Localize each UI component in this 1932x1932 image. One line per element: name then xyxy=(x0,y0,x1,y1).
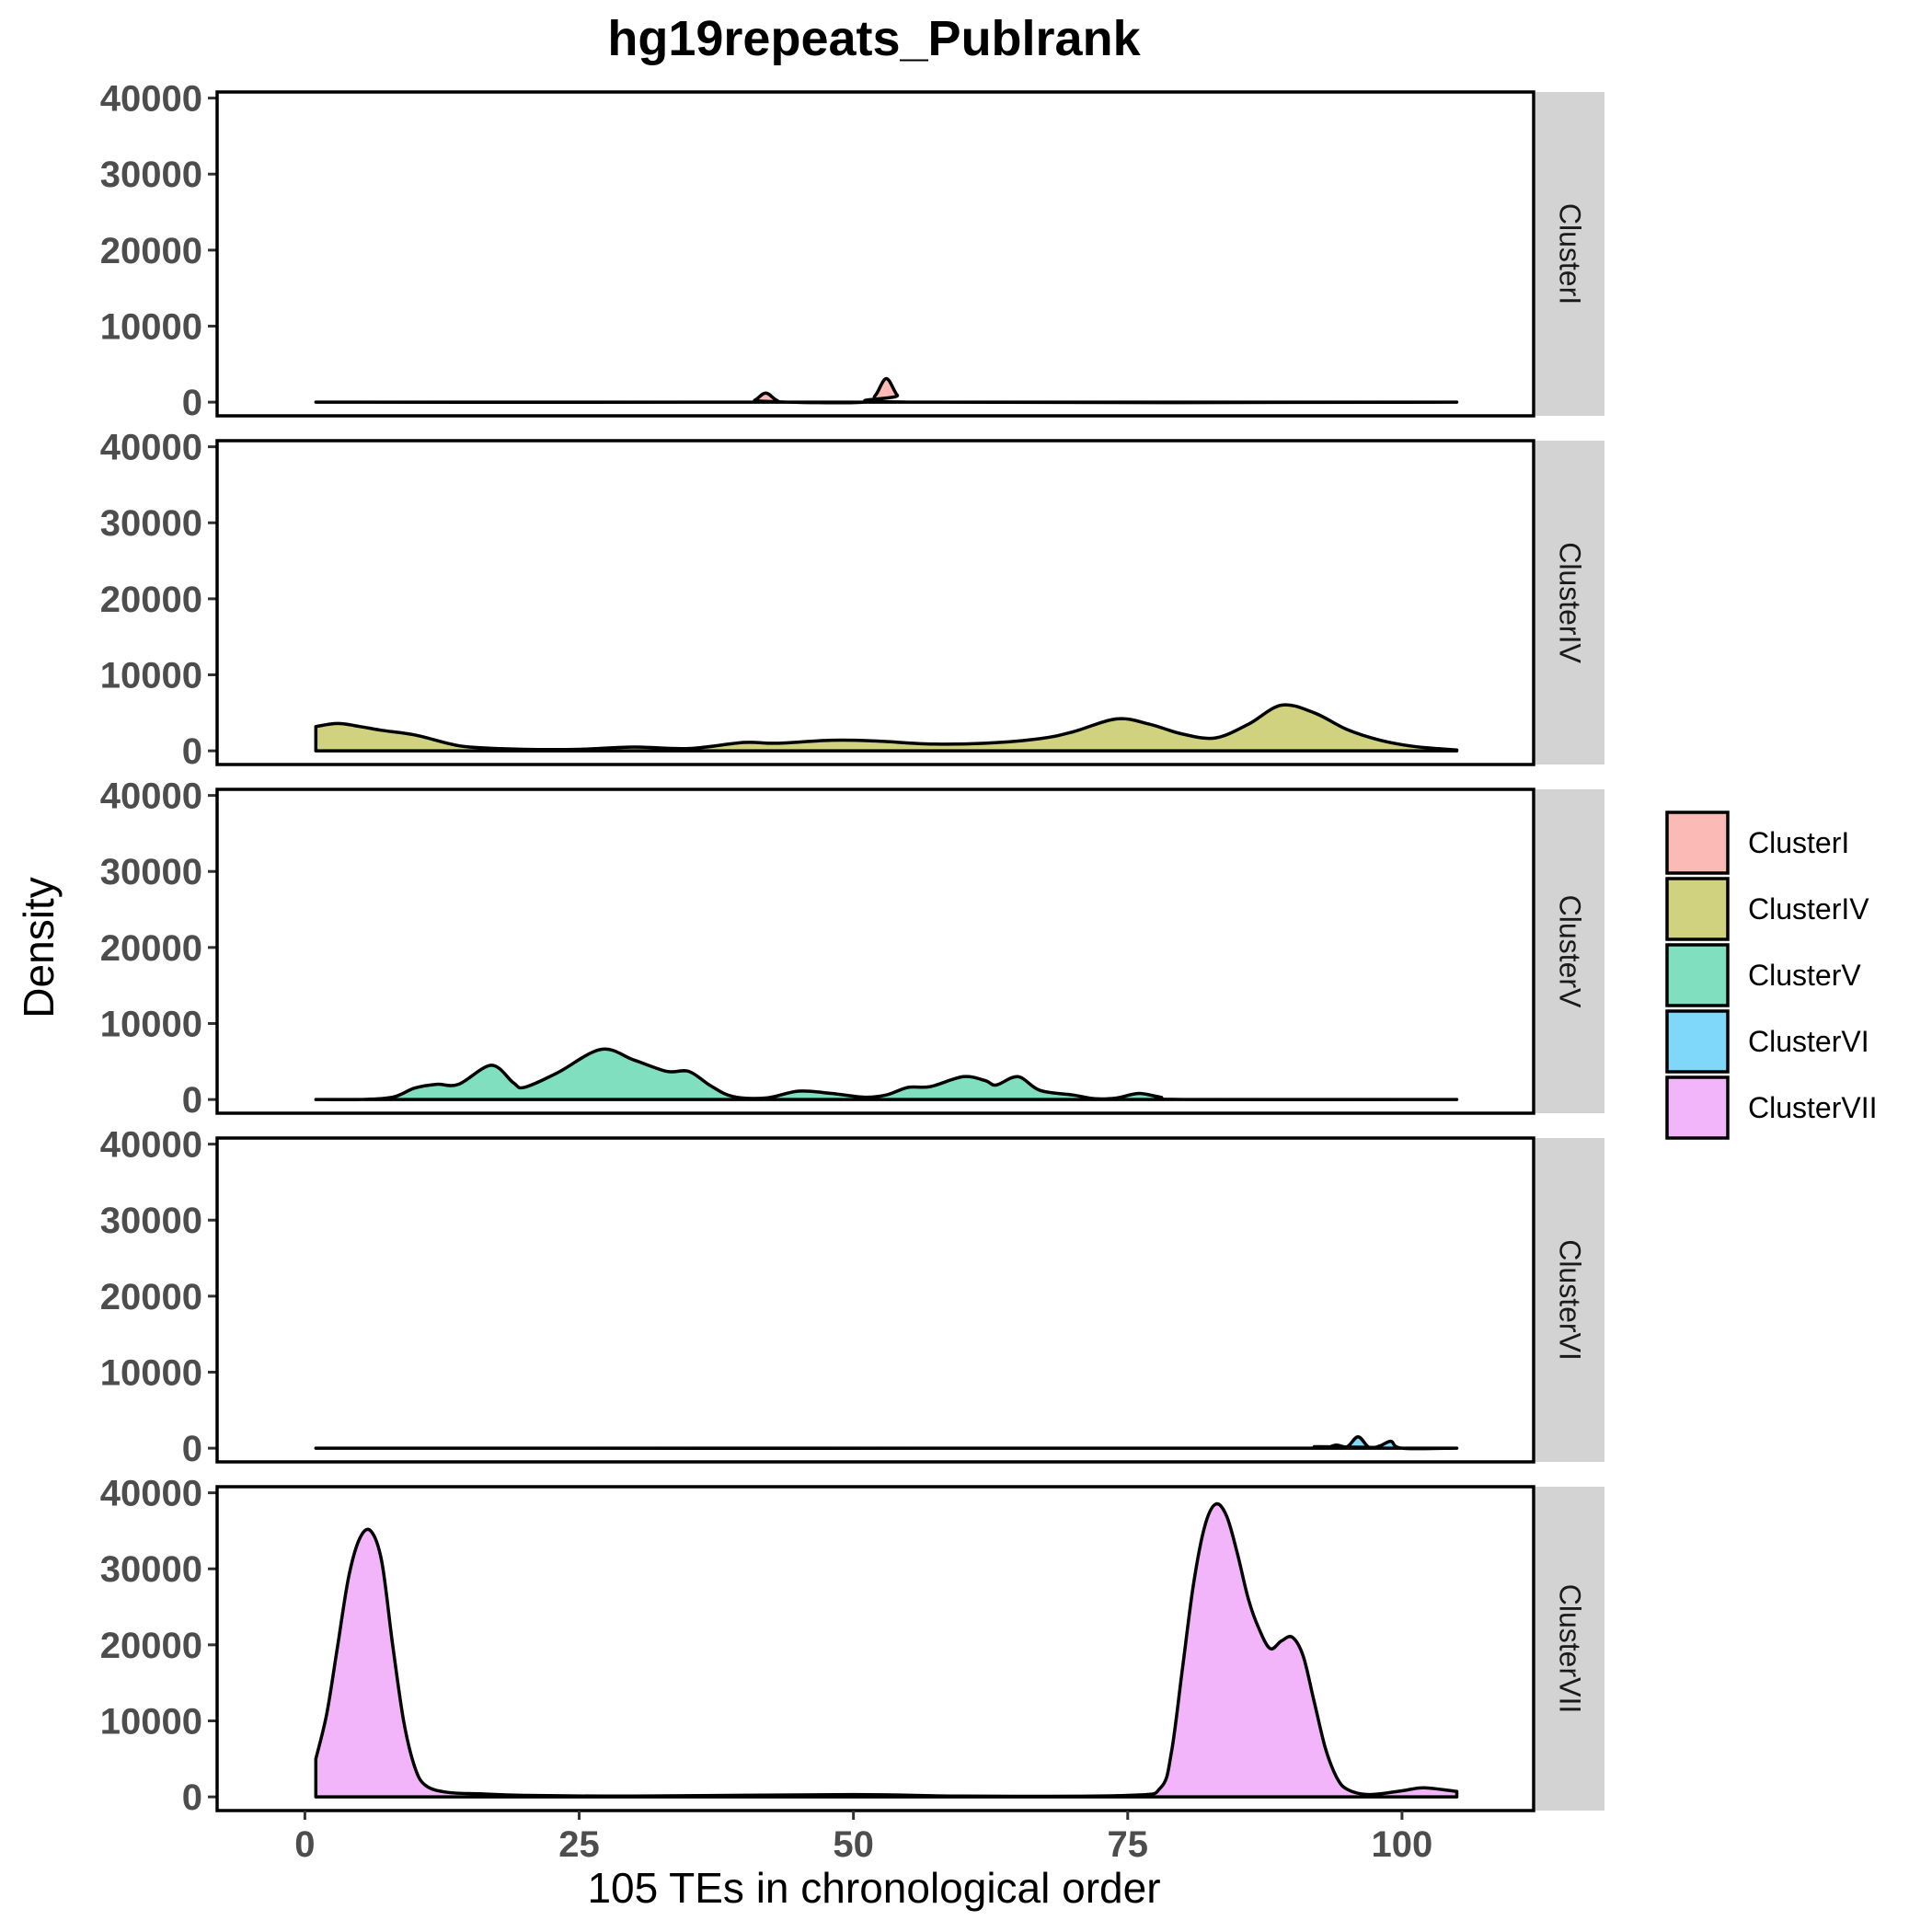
panel-border-clusteri xyxy=(215,90,1535,418)
y-tick-label: 20000 xyxy=(100,1277,202,1317)
density-area-clustervii xyxy=(314,1501,1459,1799)
strip-label-clusterv: ClusterV xyxy=(1554,895,1587,1008)
legend-key-clusteri xyxy=(1665,811,1730,875)
y-tick-label: 20000 xyxy=(100,231,202,271)
chart-title: hg19repeats_Publrank xyxy=(607,11,1141,66)
y-tick-label: 30000 xyxy=(100,155,202,195)
y-tick-label: 30000 xyxy=(100,1201,202,1241)
density-area-clusteri xyxy=(314,376,1459,405)
strip-label-clusteriv: ClusterIV xyxy=(1554,542,1587,663)
legend-label-clusteri: ClusterI xyxy=(1748,826,1849,859)
y-tick-label: 10000 xyxy=(100,655,202,696)
panel-clusteriv: ClusterIV 0 10000 20000 30000 40000 xyxy=(100,428,1604,772)
legend-key-clusterv xyxy=(1665,943,1730,1007)
panel-border-clusteriv xyxy=(215,439,1535,766)
y-tick-label: 20000 xyxy=(100,1626,202,1666)
x-axis: 0 25 50 75 100 xyxy=(294,1811,1432,1865)
legend-label-clusterv: ClusterV xyxy=(1748,959,1861,992)
strip-label-clusteri: ClusterI xyxy=(1554,203,1587,305)
y-tick-label: 0 xyxy=(182,1777,202,1818)
panel-border-clustervii xyxy=(215,1485,1535,1812)
y-tick-label: 30000 xyxy=(100,852,202,892)
y-tick-label: 0 xyxy=(182,383,202,423)
y-tick-label: 20000 xyxy=(100,580,202,620)
x-tick-label: 100 xyxy=(1372,1824,1433,1865)
strip-clustervii xyxy=(1535,1487,1604,1811)
strip-label-clustervii: ClusterVII xyxy=(1554,1584,1587,1713)
y-tick-label: 40000 xyxy=(100,79,202,120)
y-tick-label: 0 xyxy=(182,1080,202,1121)
y-tick-label: 10000 xyxy=(100,1352,202,1393)
strip-clustervi xyxy=(1535,1138,1604,1462)
panel-border-clustervi xyxy=(215,1136,1535,1464)
density-area-clusterv xyxy=(314,1047,1459,1102)
y-tick-label: 20000 xyxy=(100,928,202,969)
legend-key-clustervi xyxy=(1665,1009,1730,1074)
facet-panels: ClusterI 0 10000 20000 30000 40000 ClusterIV 0 1… xyxy=(100,79,1604,1818)
x-axis-title: 105 TEs in chronological order xyxy=(587,1864,1160,1912)
panel-clusterv: ClusterV 0 10000 20000 30000 40000 xyxy=(100,776,1604,1121)
y-tick-label: 0 xyxy=(182,1429,202,1469)
panel-clustervi: ClusterVI 0 10000 20000 30000 40000 xyxy=(100,1125,1604,1469)
strip-clusteriv xyxy=(1535,441,1604,765)
legend: ClusterI ClusterIV ClusterV ClusterVI Cluste… xyxy=(1665,811,1877,1140)
y-tick-label: 40000 xyxy=(100,428,202,468)
x-tick-label: 75 xyxy=(1108,1824,1149,1865)
y-tick-label: 40000 xyxy=(100,776,202,817)
strip-clusteri xyxy=(1535,92,1604,416)
y-axis-title: Density xyxy=(15,877,63,1018)
panel-clusteri: ClusterI 0 10000 20000 30000 40000 xyxy=(100,79,1604,423)
y-tick-label: 30000 xyxy=(100,503,202,544)
legend-key-clusteriv xyxy=(1665,877,1730,941)
y-tick-label: 10000 xyxy=(100,1004,202,1044)
legend-label-clustervii: ClusterVII xyxy=(1748,1091,1877,1124)
y-tick-label: 30000 xyxy=(100,1549,202,1590)
density-area-clustervi xyxy=(314,1434,1459,1451)
density-area-clusteriv xyxy=(314,703,1459,753)
y-tick-label: 40000 xyxy=(100,1474,202,1514)
x-tick-label: 50 xyxy=(833,1824,874,1865)
legend-label-clustervi: ClusterVI xyxy=(1748,1025,1869,1058)
y-tick-label: 10000 xyxy=(100,306,202,347)
panel-clustervii: ClusterVII 0 10000 20000 30000 40000 xyxy=(100,1474,1604,1818)
x-tick-label: 0 xyxy=(294,1824,315,1865)
legend-label-clusteriv: ClusterIV xyxy=(1748,892,1869,926)
legend-key-clustervii xyxy=(1665,1075,1730,1140)
strip-clusterv xyxy=(1535,789,1604,1113)
x-tick-label: 25 xyxy=(558,1824,600,1865)
y-tick-label: 0 xyxy=(182,731,202,772)
panel-border-clusterv xyxy=(215,788,1535,1115)
strip-label-clustervi: ClusterVI xyxy=(1554,1239,1587,1361)
y-tick-label: 10000 xyxy=(100,1701,202,1742)
y-tick-label: 40000 xyxy=(100,1125,202,1166)
